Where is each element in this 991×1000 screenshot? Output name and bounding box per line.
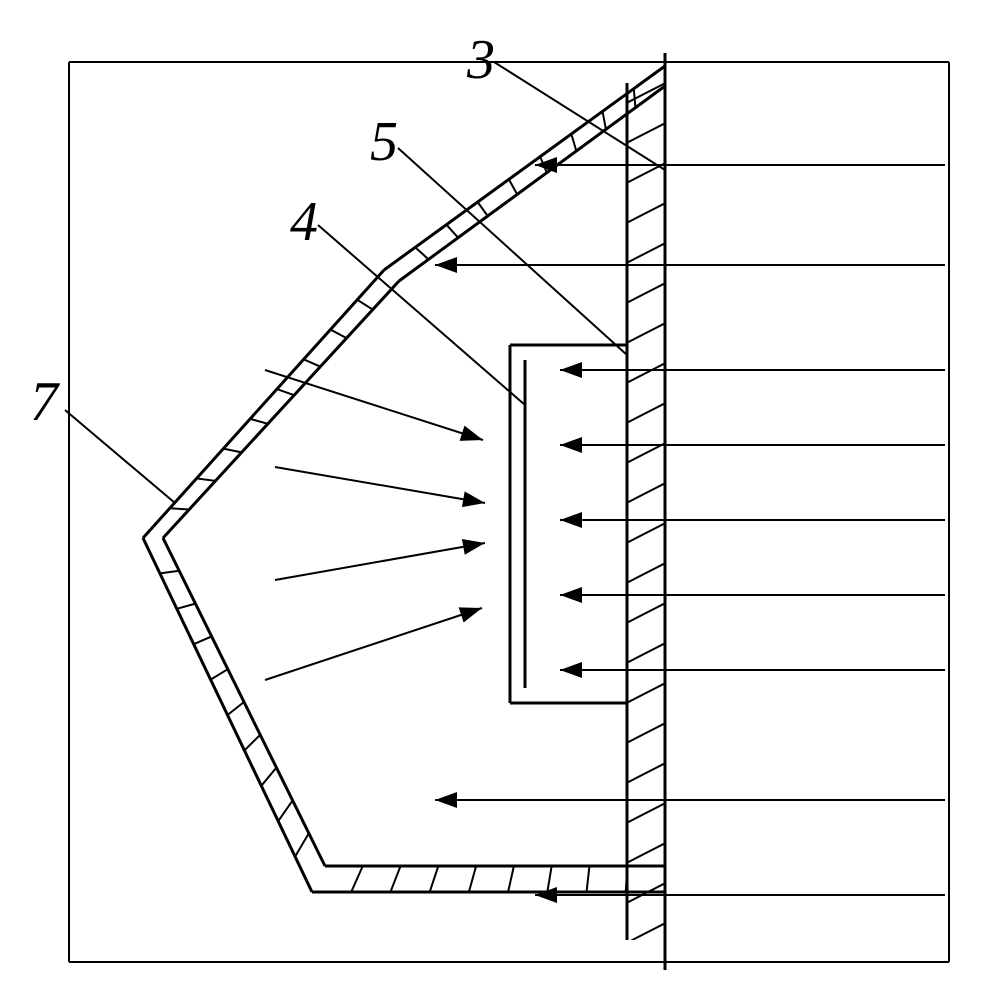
label-5: 5 bbox=[370, 110, 398, 174]
diagram-canvas: 3 5 4 7 bbox=[0, 0, 991, 1000]
label-3: 3 bbox=[467, 28, 495, 92]
diagram-svg bbox=[0, 0, 991, 1000]
label-7: 7 bbox=[30, 370, 58, 434]
label-4: 4 bbox=[290, 190, 318, 254]
